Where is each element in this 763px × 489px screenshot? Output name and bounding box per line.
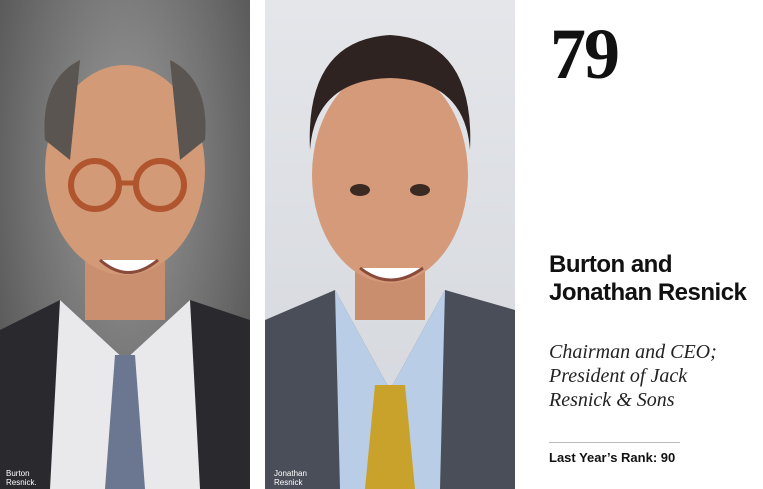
divider [549,442,680,443]
portrait-illustration [0,60,250,489]
person-title: Chairman and CEO; President of Jack Resn… [549,341,717,411]
rank-number: 79 [550,14,620,94]
photo-caption: Burton Resnick. [6,469,37,487]
photo-caption: Jonathan Resnick [274,469,307,487]
photo-burton-resnick: Burton Resnick. [0,0,250,489]
portrait-illustration [265,35,515,489]
last-year-rank: Last Year’s Rank: 90 [549,450,676,465]
photo-jonathan-resnick: Jonathan Resnick [265,0,515,489]
person-name: Burton and Jonathan Resnick [549,251,747,306]
